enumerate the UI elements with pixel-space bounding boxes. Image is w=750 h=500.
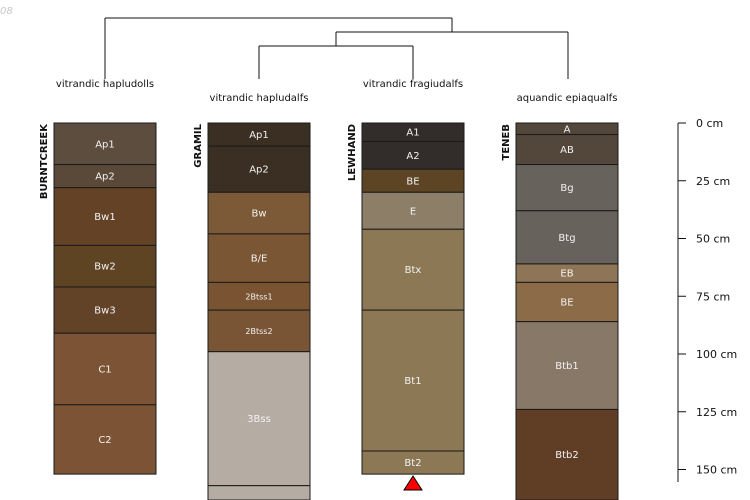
axis-tick-label: 0 cm [696, 117, 723, 130]
horizon-7 [207, 351, 311, 487]
profile-id-label: BURNTCREEK [39, 123, 50, 199]
horizon-6 [207, 309, 311, 353]
horizon-label: Bw [251, 209, 266, 220]
taxon-label: aquandic epiaqualfs [517, 93, 618, 104]
horizon-6 [53, 332, 157, 406]
horizon-label: C1 [98, 365, 111, 376]
horizon-3 [515, 164, 619, 212]
horizon-2 [515, 134, 619, 166]
horizon-label: Ap1 [249, 130, 269, 141]
horizon-label: Ap2 [95, 172, 115, 183]
horizon-label: 3Bss [247, 414, 271, 425]
taxon-label: vitrandic fragiudalfs [363, 79, 463, 90]
axis-tick-label: 150 cm [696, 464, 737, 477]
dendrogram [104, 17, 569, 79]
horizon-label: C2 [98, 435, 111, 446]
horizon-6 [361, 309, 465, 452]
horizon-label: Btb1 [555, 361, 579, 372]
horizon-label: E [410, 206, 416, 217]
horizon-label: EB [560, 269, 573, 280]
horizon-label: BE [406, 176, 419, 187]
axis-tick-label: 50 cm [696, 233, 730, 246]
horizon-7 [361, 450, 465, 475]
axis-tick-label: 100 cm [696, 348, 737, 361]
depth-axis: 0 cm 25 cm 50 cm 75 cm 100 cm 125 cm 150 cm [677, 117, 737, 482]
profile-id-label: LEWHAND [347, 124, 358, 181]
profile-lewhand: vitrandic fragiudalfs A1 A2 BE E Btx Bt1 Bt2 LEW… [347, 79, 465, 475]
horizon-label: Btb2 [555, 450, 579, 461]
horizon-label: A2 [406, 151, 419, 162]
horizon-label: 2Btss2 [245, 327, 272, 336]
horizon-4 [53, 244, 157, 288]
horizon-label: Ap1 [95, 139, 115, 150]
horizon-4 [207, 233, 311, 283]
horizon-5 [53, 286, 157, 334]
profile-burntcreek: vitrandic hapludolls Ap1 Ap2 Bw1 Bw2 Bw3 C1 C2 B… [39, 79, 157, 475]
horizon-4 [515, 210, 619, 265]
profile-gramil: vitrandic hapludalfs Ap1 Ap2 Bw B/E 2Btss1 2Bt… [193, 93, 311, 500]
horizon-label: A1 [406, 128, 419, 139]
horizon-label: Bw3 [94, 306, 115, 317]
axis-tick-label: 125 cm [696, 406, 737, 419]
horizon-label: AB [560, 145, 574, 156]
horizon-label: Btx [405, 265, 422, 276]
horizon-label: 2Btss1 [245, 292, 272, 301]
horizon-label: A [564, 124, 571, 135]
taxon-label: vitrandic hapludolls [56, 79, 154, 90]
horizon-6 [515, 281, 619, 323]
horizon-4 [361, 191, 465, 230]
horizon-label: Bw2 [94, 262, 115, 273]
horizon-7 [515, 321, 619, 410]
horizon-8 [207, 485, 311, 500]
horizon-label: Bg [560, 183, 573, 194]
horizon-2 [207, 145, 311, 193]
axis-tick-label: 25 cm [696, 175, 730, 188]
corner-stamp: 08 [0, 6, 13, 17]
horizon-label: Bt1 [404, 376, 421, 387]
taxon-label: vitrandic hapludalfs [210, 93, 309, 104]
profile-teneb: aquandic epiaqualfs A AB Bg Btg EB BE Btb1 Btb2 T… [501, 93, 619, 500]
horizon-label: Bt2 [404, 458, 421, 469]
horizon-5 [207, 281, 311, 311]
horizon-8 [515, 408, 619, 500]
profile-id-label: GRAMIL [193, 123, 204, 167]
horizon-label: B/E [251, 254, 268, 265]
axis-tick-label: 75 cm [696, 290, 730, 303]
horizon-5 [361, 228, 465, 311]
horizon-3 [207, 191, 311, 235]
horizon-label: Bw1 [94, 212, 115, 223]
red-triangle-marker [403, 475, 423, 491]
horizon-label: Ap2 [249, 165, 269, 176]
horizon-label: Btg [558, 233, 575, 244]
horizon-label: BE [560, 298, 573, 309]
horizon-7 [53, 404, 157, 475]
profile-id-label: TENEB [501, 124, 512, 160]
horizon-3 [53, 187, 157, 246]
profiles-group: vitrandic hapludolls Ap1 Ap2 Bw1 Bw2 Bw3 C1 C2 B… [39, 79, 619, 500]
